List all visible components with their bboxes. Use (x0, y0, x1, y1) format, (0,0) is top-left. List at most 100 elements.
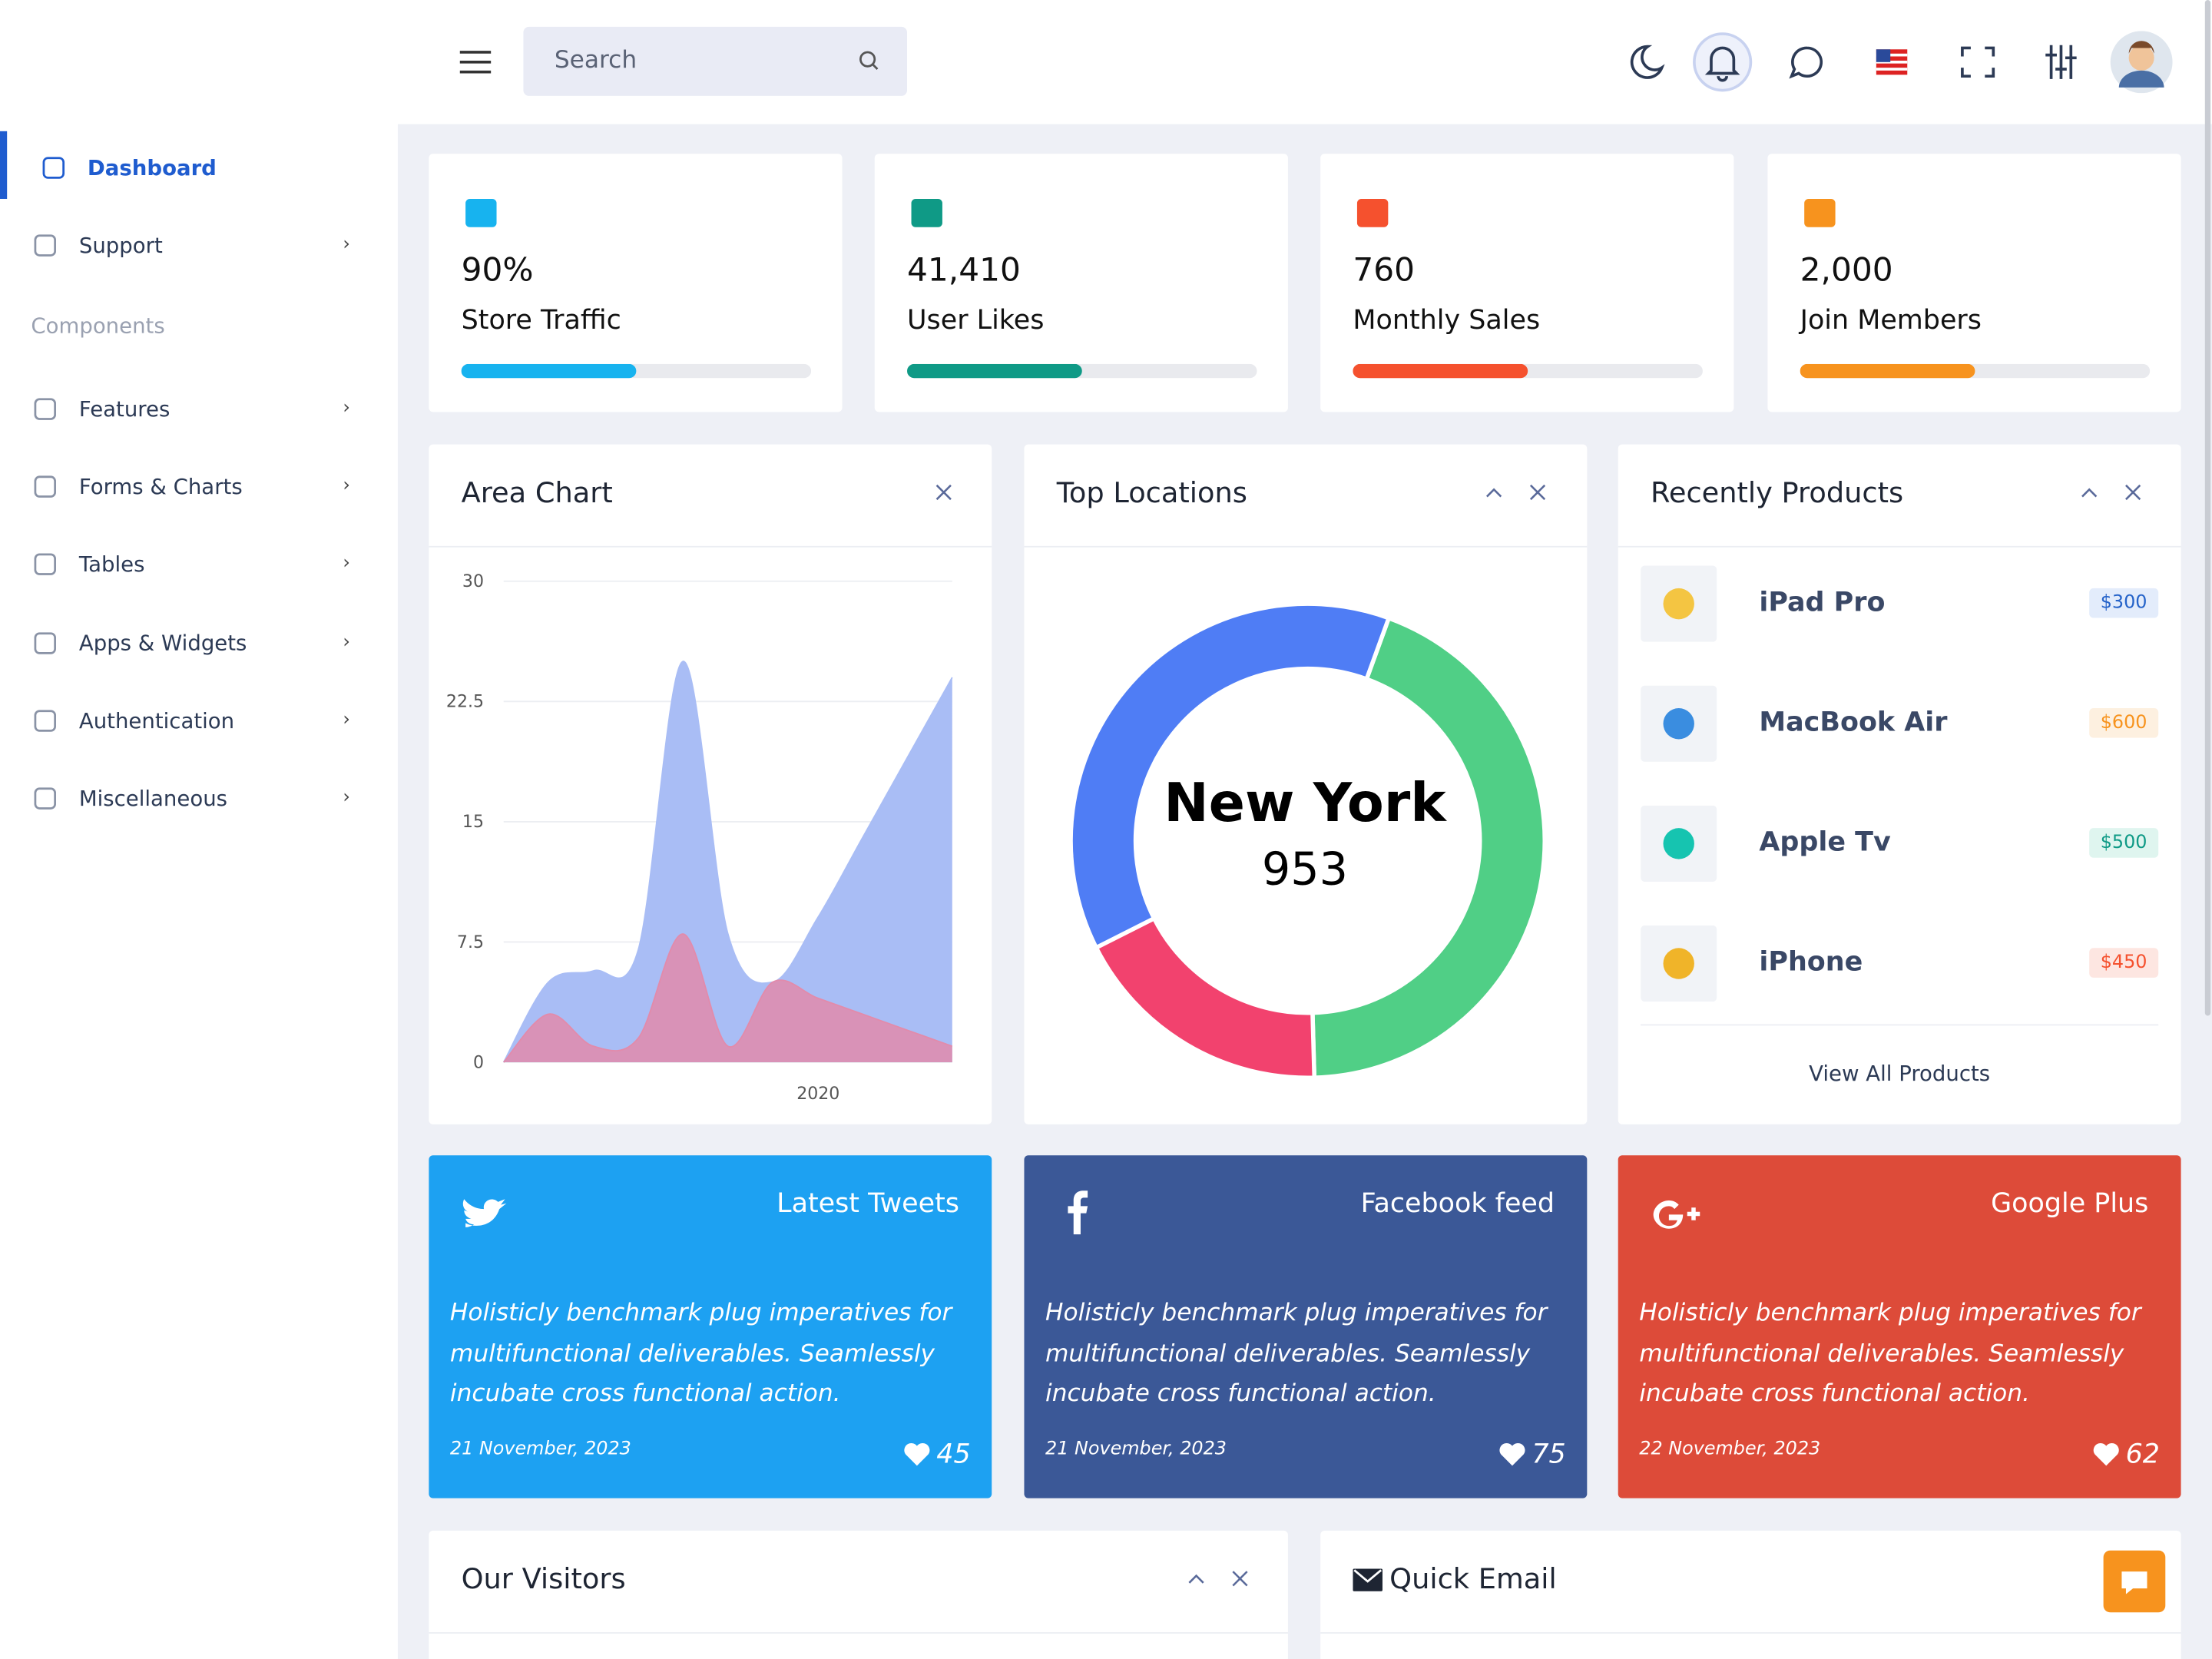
stat-label: Monthly Sales (1353, 304, 1541, 336)
view-all-link[interactable]: View All Products (1809, 1061, 1991, 1087)
panel-title: Our Visitors (461, 1561, 626, 1596)
nav-item[interactable]: Dashboard (39, 154, 217, 182)
icon-shape (34, 475, 57, 498)
icon-shape (1356, 198, 1389, 227)
nav-item[interactable]: Features (31, 395, 170, 423)
header-icons (1630, 31, 2173, 94)
menu-toggle[interactable] (459, 49, 492, 75)
icon-shape (1068, 1190, 1088, 1235)
social-card: Google Plus Holisticly benchmark plug imp… (1618, 1155, 2181, 1498)
nav-item[interactable]: Tables (31, 551, 144, 579)
chat-button[interactable] (2103, 1550, 2166, 1613)
language-flag[interactable] (1876, 49, 1908, 75)
panel-controls[interactable] (1187, 1568, 1251, 1588)
nav-icon (34, 234, 57, 257)
icon-shape (34, 709, 57, 732)
product-price: $500 (2089, 828, 2159, 858)
top-bar: Search (0, 0, 2212, 124)
likes[interactable]: 62 (2092, 1439, 2161, 1470)
stat-label: Store Traffic (461, 304, 621, 336)
panel-title: Recently Products (1650, 475, 1904, 510)
active-indicator (0, 131, 8, 199)
panel-controls[interactable] (1484, 482, 1548, 502)
chevron: › (343, 233, 350, 256)
nav-icon (34, 709, 57, 732)
social-title: Google Plus (1991, 1187, 2149, 1219)
nav-item[interactable]: Forms & Charts (31, 473, 243, 502)
product-name[interactable]: MacBook Air (1759, 707, 1948, 738)
messages[interactable] (1789, 46, 1823, 79)
settings[interactable] (2045, 45, 2077, 79)
social-date: 22 November, 2023 (1639, 1439, 1821, 1461)
visitors-card: Our Visitors (429, 1530, 1288, 1659)
progress-bar (907, 363, 1257, 379)
stat-value: 90% (461, 252, 534, 290)
heart-icon (2093, 1442, 2119, 1466)
nav-item[interactable]: Miscellaneous (31, 784, 227, 813)
stat-value: 41,410 (907, 252, 1021, 290)
icon-shape (911, 198, 942, 227)
nav-label: Features (78, 396, 171, 422)
panel-title: Area Chart (461, 475, 613, 510)
panel-header: Top Locations (1024, 445, 1588, 548)
likes[interactable]: 75 (1498, 1439, 1566, 1470)
chevron: › (343, 631, 350, 653)
divider (1641, 1024, 2159, 1026)
chevron: › (343, 475, 350, 497)
nav-label: Authentication (78, 707, 235, 733)
panel-controls[interactable] (2079, 482, 2144, 502)
thumb-icon (1663, 948, 1694, 979)
nav-icon (34, 475, 57, 498)
product-name[interactable]: Apple Tv (1759, 826, 1891, 858)
stat-value: 760 (1353, 252, 1416, 290)
search-placeholder: Search (554, 46, 637, 75)
fullscreen[interactable] (1961, 46, 1995, 78)
panel-header: Quick Email (1320, 1531, 2181, 1634)
heart-icon (1499, 1442, 1525, 1466)
likes[interactable]: 45 (902, 1439, 971, 1470)
sidebar: Dashboard Support › Components Features › Form… (0, 0, 398, 1659)
nav-item[interactable]: Support (31, 231, 163, 260)
stat-icon (911, 198, 942, 227)
like-count: 75 (1532, 1439, 1566, 1470)
social-date: 21 November, 2023 (1045, 1439, 1227, 1461)
nav-item[interactable]: Authentication (31, 707, 234, 735)
notifications[interactable] (1693, 32, 1753, 92)
quick-email-card: Quick Email (1320, 1530, 2181, 1659)
product-price: $450 (2089, 948, 2159, 978)
nav-item[interactable]: Apps & Widgets (31, 628, 247, 657)
social-text: Holisticly benchmark plug imperatives fo… (1639, 1299, 2141, 1409)
nav-label: Dashboard (87, 155, 217, 181)
like-count: 62 (2125, 1439, 2161, 1470)
social-icon (1068, 1190, 1088, 1235)
like-count: 45 (936, 1439, 971, 1470)
social-text: Holisticly benchmark plug imperatives fo… (449, 1299, 952, 1409)
product-price: $600 (2089, 708, 2159, 738)
search-icon (859, 51, 879, 70)
close-button[interactable] (934, 482, 954, 502)
panel-title: Top Locations (1056, 475, 1247, 510)
panel-header: Our Visitors (429, 1531, 1288, 1634)
social-icon (462, 1199, 507, 1227)
icon-shape (34, 631, 57, 654)
panel-header: Area Chart (429, 445, 992, 548)
icon-shape (1499, 1442, 1525, 1466)
avatar[interactable] (2110, 31, 2173, 94)
theme-toggle[interactable] (1630, 45, 1665, 79)
nav-label: Apps & Widgets (78, 630, 247, 656)
scrollbar (2204, 0, 2211, 1016)
area-chart-card: Area Chart (429, 444, 992, 1124)
product-thumb (1641, 565, 1717, 642)
stat-card: 760 Monthly Sales (1320, 154, 1734, 412)
icon-shape (462, 1199, 507, 1227)
social-text: Holisticly benchmark plug imperatives fo… (1045, 1299, 1548, 1409)
thumb-icon (1663, 828, 1694, 859)
social-card: Latest Tweets Holisticly benchmark plug i… (429, 1155, 992, 1498)
product-name[interactable]: iPhone (1759, 946, 1863, 978)
panel-header: Recently Products (1618, 445, 2181, 548)
search-box[interactable]: Search (523, 26, 908, 96)
stat-label: Join Members (1800, 304, 1982, 336)
icon-shape (34, 787, 57, 810)
product-name[interactable]: iPad Pro (1759, 587, 1886, 618)
